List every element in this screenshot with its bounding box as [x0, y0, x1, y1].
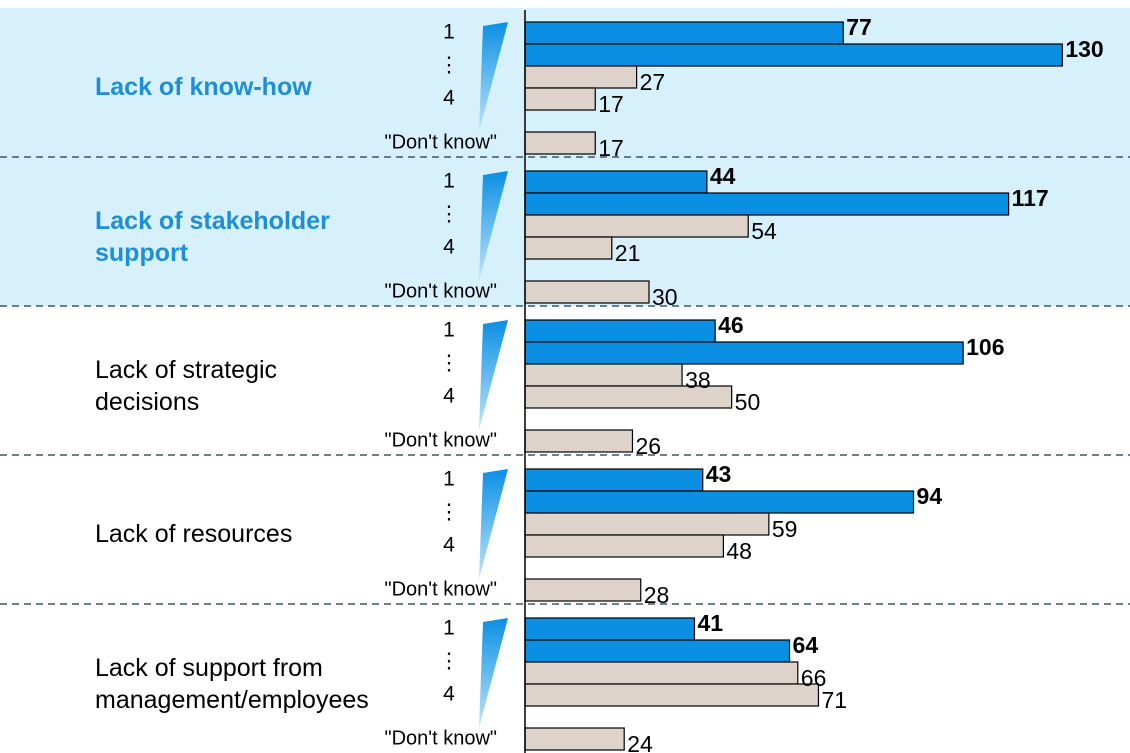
- row-label: ⋮: [439, 203, 460, 226]
- bar: [524, 170, 708, 194]
- bar: [524, 468, 704, 492]
- bar: [524, 319, 716, 343]
- value-label: 43: [706, 461, 732, 487]
- bar: [524, 639, 791, 663]
- bar: [524, 65, 638, 89]
- value-label: 64: [793, 632, 819, 658]
- category-line: Lack of resources: [95, 520, 292, 548]
- bar: [524, 363, 683, 387]
- row-label: "Don't know": [384, 578, 497, 600]
- value-label: 130: [1065, 36, 1103, 62]
- bar: [524, 192, 1010, 216]
- bar: [524, 578, 642, 602]
- row-label: "Don't know": [384, 131, 497, 153]
- row-label: 1: [443, 319, 455, 342]
- category-line: Lack of know-how: [95, 73, 312, 101]
- value-label: 66: [801, 665, 827, 691]
- category-label: Lack of resources: [95, 520, 292, 548]
- row-label: 1: [443, 21, 455, 44]
- bar: [524, 534, 724, 558]
- category-line: decisions: [95, 388, 199, 416]
- row-label: "Don't know": [384, 727, 497, 749]
- row-label: 4: [443, 385, 455, 408]
- bar: [524, 727, 625, 751]
- category-line: support: [95, 239, 189, 267]
- value-label: 21: [615, 240, 641, 266]
- value-label: 26: [635, 433, 661, 459]
- value-label: 24: [627, 731, 653, 753]
- bar: [524, 661, 799, 685]
- value-label: 44: [710, 163, 736, 189]
- category-line: Lack of strategic: [95, 356, 277, 384]
- value-label: 38: [685, 367, 711, 393]
- row-label: "Don't know": [384, 429, 497, 451]
- value-label: 17: [598, 91, 624, 117]
- category-label: Lack of know-how: [95, 73, 312, 101]
- row-label: ⋮: [439, 501, 460, 524]
- category-line: Lack of support from: [95, 654, 323, 682]
- rank-wedge: [479, 320, 508, 430]
- bar: [524, 341, 964, 365]
- bar: [524, 214, 749, 238]
- row-label: 4: [443, 236, 455, 259]
- bar: [524, 43, 1063, 67]
- value-label: 46: [718, 312, 744, 338]
- category-line: management/employees: [95, 686, 369, 714]
- row-label: 4: [443, 87, 455, 110]
- bar: [524, 236, 613, 260]
- rank-wedge: [479, 618, 508, 728]
- bar: [524, 21, 844, 45]
- rank-wedge: [479, 469, 508, 579]
- value-label: 59: [772, 516, 798, 542]
- category-label: Lack of stakeholder support: [95, 207, 330, 267]
- bar: [524, 512, 770, 536]
- row-label: ⋮: [439, 650, 460, 673]
- row-label: 4: [443, 683, 455, 706]
- rank-wedge: [479, 22, 508, 132]
- value-label: 54: [751, 218, 777, 244]
- value-label: 41: [697, 610, 723, 636]
- row-label: ⋮: [439, 352, 460, 375]
- bar: [524, 280, 650, 304]
- value-label: 77: [846, 14, 872, 40]
- value-label: 48: [726, 538, 752, 564]
- bar: [524, 490, 915, 514]
- row-label: ⋮: [439, 54, 460, 77]
- value-label: 50: [735, 389, 761, 415]
- value-label: 94: [917, 483, 943, 509]
- category-label: Lack of strategic decisions: [95, 356, 277, 416]
- row-label: 1: [443, 468, 455, 491]
- value-label: 30: [652, 284, 678, 310]
- value-label: 27: [640, 69, 666, 95]
- bar: [524, 683, 820, 707]
- category-line: Lack of stakeholder: [95, 207, 330, 235]
- bar: [524, 617, 696, 641]
- value-label: 117: [1012, 185, 1049, 211]
- value-label: 106: [966, 334, 1004, 360]
- row-label: 4: [443, 534, 455, 557]
- row-label: 1: [443, 170, 455, 193]
- value-label: 17: [598, 135, 624, 161]
- bar: [524, 87, 596, 111]
- category-label: Lack of support from management/employees: [95, 654, 369, 714]
- bar: [524, 429, 634, 453]
- value-label: 28: [644, 582, 670, 608]
- rank-wedge: [479, 171, 508, 281]
- row-label: 1: [443, 617, 455, 640]
- bar: [524, 131, 596, 155]
- value-label: 71: [821, 687, 847, 713]
- row-label: "Don't know": [384, 280, 497, 302]
